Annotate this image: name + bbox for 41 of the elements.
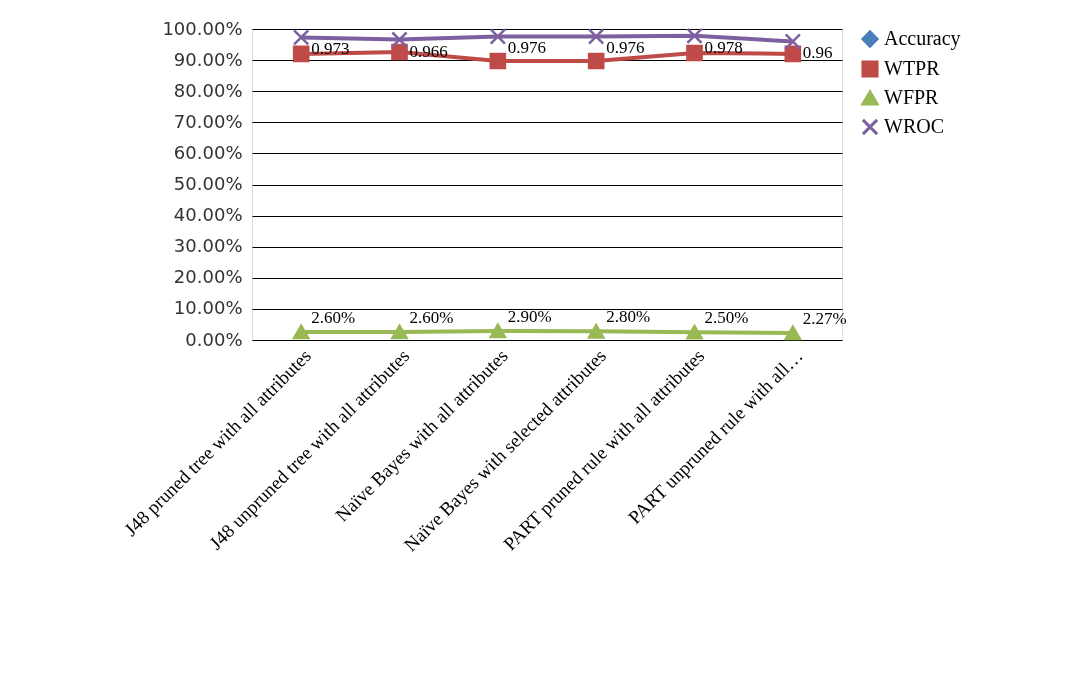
legend-label: Accuracy bbox=[884, 27, 961, 50]
point bbox=[292, 29, 310, 46]
point bbox=[784, 33, 802, 50]
data-label: 0.96 bbox=[802, 43, 833, 63]
point bbox=[391, 43, 408, 61]
y-tick-label: 20.00% bbox=[173, 266, 243, 288]
point bbox=[587, 52, 605, 70]
legend-label: WFPR bbox=[884, 86, 940, 108]
data-label: 2.90% bbox=[507, 306, 552, 326]
point bbox=[292, 324, 310, 340]
legend-label: WROC bbox=[884, 115, 944, 137]
y-tick-label: 30.00% bbox=[173, 235, 243, 257]
data-label: 2.27% bbox=[802, 308, 847, 328]
y-tick-label: 100.00% bbox=[162, 17, 243, 39]
y-tick-label: 0.00% bbox=[185, 328, 243, 350]
y-tick-label: 90.00% bbox=[173, 48, 243, 70]
y-tick-label: 40.00% bbox=[173, 204, 243, 226]
y-tick-label: 70.00% bbox=[173, 110, 243, 132]
point bbox=[686, 44, 703, 62]
point bbox=[686, 27, 703, 45]
y-tick-label: 60.00% bbox=[173, 141, 243, 163]
point bbox=[686, 324, 703, 340]
point bbox=[784, 325, 802, 341]
point bbox=[489, 323, 507, 339]
data-label: 2.80% bbox=[606, 307, 651, 327]
point bbox=[391, 31, 408, 48]
point bbox=[489, 28, 507, 45]
point bbox=[292, 45, 310, 63]
point bbox=[587, 323, 605, 339]
data-label: 2.50% bbox=[704, 308, 749, 328]
point bbox=[489, 52, 507, 70]
y-tick-label: 50.00% bbox=[173, 173, 243, 194]
y-tick-label: 80.00% bbox=[173, 79, 243, 101]
point bbox=[587, 28, 605, 45]
data-label: 0.976 bbox=[606, 38, 645, 58]
data-label: 0.976 bbox=[507, 38, 547, 58]
legend-label: WTPR bbox=[884, 57, 941, 79]
point bbox=[391, 324, 408, 340]
y-tick-label: 10.00% bbox=[173, 297, 243, 319]
data-label: 2.60% bbox=[311, 307, 356, 327]
data-label: 2.60% bbox=[409, 307, 454, 327]
